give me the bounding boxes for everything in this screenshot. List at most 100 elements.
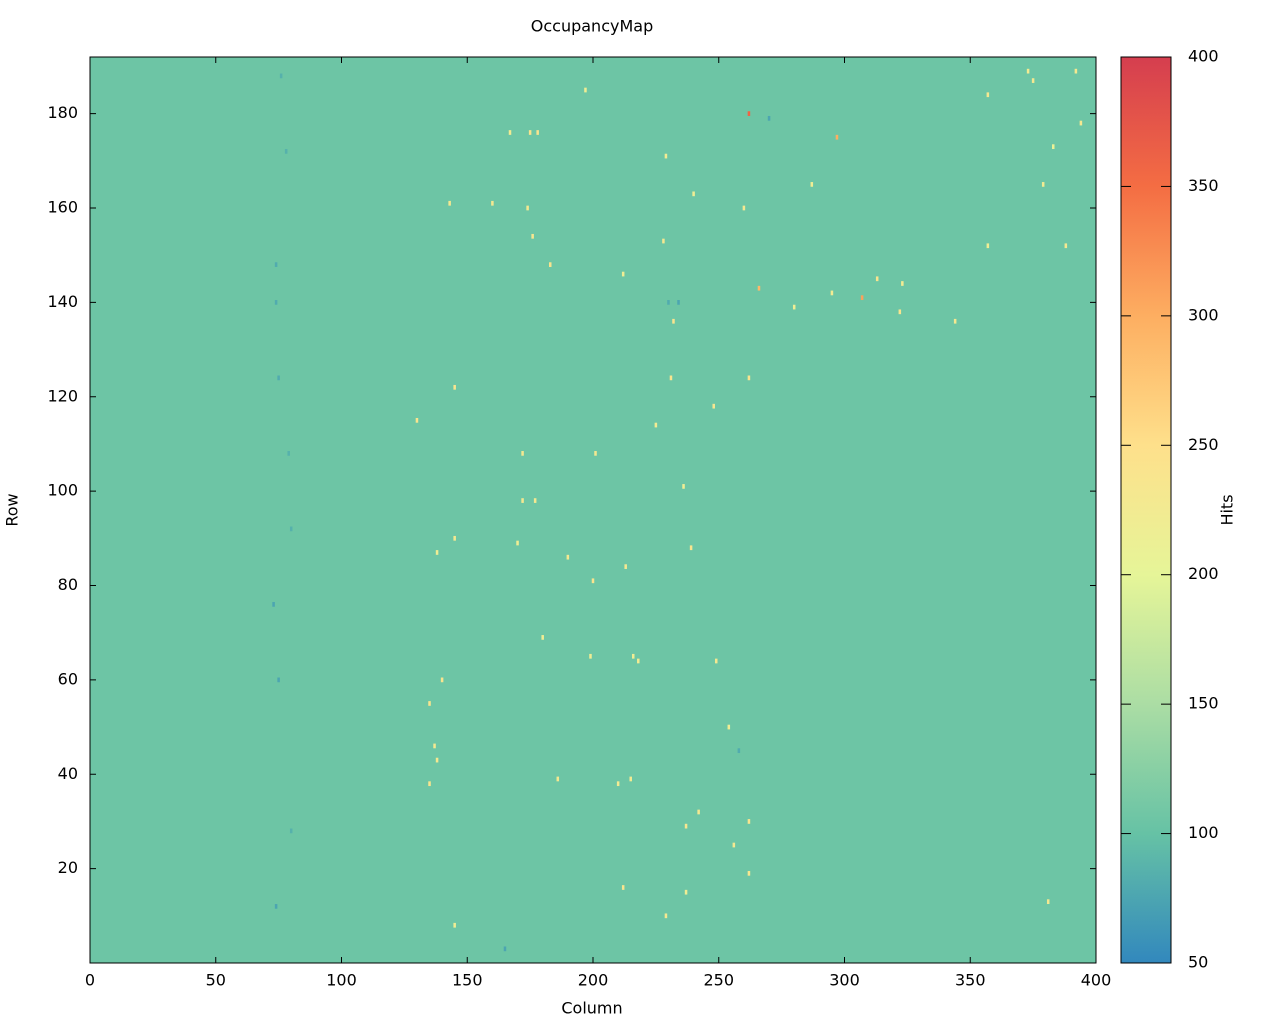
heatmap-cell (616, 781, 620, 787)
heatmap-cell (986, 92, 990, 98)
heatmap-cell (584, 87, 587, 93)
heatmap-cell (684, 823, 688, 829)
y-tick-label: 40 (58, 764, 78, 783)
heatmap-cell (664, 913, 668, 919)
heatmap-cell (953, 318, 957, 324)
heatmap-cell (835, 134, 839, 140)
heatmap-cell (289, 526, 293, 532)
heatmap-cell (541, 635, 544, 640)
colorbar-tick-label: 350 (1188, 176, 1219, 195)
x-tick-label: 300 (829, 971, 860, 990)
x-tick-label: 0 (85, 971, 95, 990)
heatmap-cell (714, 658, 718, 664)
y-axis-label: Row (3, 493, 22, 526)
heatmap-cell (875, 276, 879, 282)
y-tick-label: 160 (47, 198, 78, 217)
x-tick-label: 200 (578, 971, 609, 990)
x-tick-label: 250 (703, 971, 734, 990)
heatmap-cell (274, 904, 278, 909)
heatmap-cell (624, 564, 627, 569)
heatmap-cell (428, 781, 431, 787)
colorbar-tick-label: 150 (1188, 694, 1219, 713)
heatmap-cell (548, 262, 552, 267)
heatmap-cell (1026, 68, 1030, 74)
heatmap-cell (591, 578, 595, 584)
heatmap-cell (448, 200, 451, 206)
heatmap-cell (566, 554, 570, 560)
heatmap-cell (631, 653, 635, 659)
y-tick-label: 180 (47, 103, 78, 122)
heatmap-cell (526, 205, 529, 211)
y-tick-label: 80 (58, 575, 78, 594)
heatmap-cell (810, 182, 814, 187)
heatmap-cell (747, 870, 751, 876)
heatmap-cell (272, 602, 275, 607)
heatmap-cell (682, 484, 685, 489)
heatmap-cell (664, 153, 668, 159)
heatmap-cell (521, 451, 524, 456)
heatmap-cell (654, 422, 658, 428)
heatmap-cell (594, 451, 597, 456)
heatmap-cell (503, 946, 507, 952)
heatmap-background (90, 57, 1096, 963)
y-tick-label: 60 (58, 669, 78, 688)
x-tick-label: 100 (326, 971, 357, 990)
heatmap-cell (727, 724, 731, 730)
heatmap-cell (274, 300, 278, 305)
heatmap-cell (830, 290, 834, 296)
heatmap-cell (986, 243, 990, 249)
y-tick-label: 120 (47, 386, 78, 405)
heatmap-cell (536, 130, 539, 135)
heatmap-cell (491, 200, 494, 206)
heatmap-cell (1046, 899, 1050, 905)
heatmap-cell (589, 653, 592, 659)
heatmap-cell (737, 748, 741, 754)
heatmap-cell (435, 757, 439, 763)
heatmap-cell (415, 417, 419, 423)
heatmap-cell (1031, 78, 1035, 83)
y-tick-label: 20 (58, 858, 78, 877)
heatmap-cell (637, 658, 640, 664)
heatmap-cell (684, 889, 688, 895)
heatmap-cell (747, 375, 751, 381)
heatmap-cell (692, 191, 695, 197)
heatmap-cell (508, 130, 512, 135)
heatmap-cell (435, 550, 439, 555)
x-tick-label: 350 (955, 971, 986, 990)
heatmap-cell (531, 233, 534, 239)
colorbar-tick-label: 250 (1188, 435, 1219, 454)
x-axis-label: Column (561, 999, 622, 1018)
colorbar-tick-label: 400 (1188, 47, 1219, 66)
heatmap-cell (629, 776, 632, 782)
colorbar-tick-label: 300 (1188, 305, 1219, 324)
heatmap-cell (274, 262, 278, 267)
heatmap-cell (677, 300, 680, 305)
heatmap-cell (792, 304, 796, 310)
heatmap-cell (433, 743, 436, 749)
heatmap-cell (440, 677, 444, 683)
heatmap-cell (453, 384, 456, 390)
colorbar (1120, 56, 1172, 964)
colorbar-tick-label: 100 (1188, 823, 1219, 842)
heatmap-cell (662, 238, 665, 244)
heatmap-cell (732, 842, 736, 848)
heatmap-cell (898, 309, 902, 315)
heatmap-cell (289, 828, 293, 834)
heatmap-cell (712, 403, 715, 409)
x-tick-label: 50 (206, 971, 226, 990)
colorbar-tick-label: 50 (1188, 953, 1208, 972)
x-tick-label: 400 (1081, 971, 1112, 990)
heatmap-cell (621, 885, 625, 890)
heatmap-cell (747, 111, 751, 116)
heatmap-cell (287, 451, 290, 456)
heatmap-cell (689, 545, 693, 551)
heatmap-cell (697, 809, 700, 815)
y-tick-label: 140 (47, 292, 78, 311)
y-tick-label: 100 (47, 481, 78, 500)
heatmap-cell (621, 271, 625, 277)
heatmap-cell (453, 922, 456, 928)
heatmap-cell (1064, 243, 1068, 249)
heatmap-cell (901, 281, 904, 286)
heatmap-cell (428, 701, 431, 706)
heatmap-cell (528, 130, 532, 135)
